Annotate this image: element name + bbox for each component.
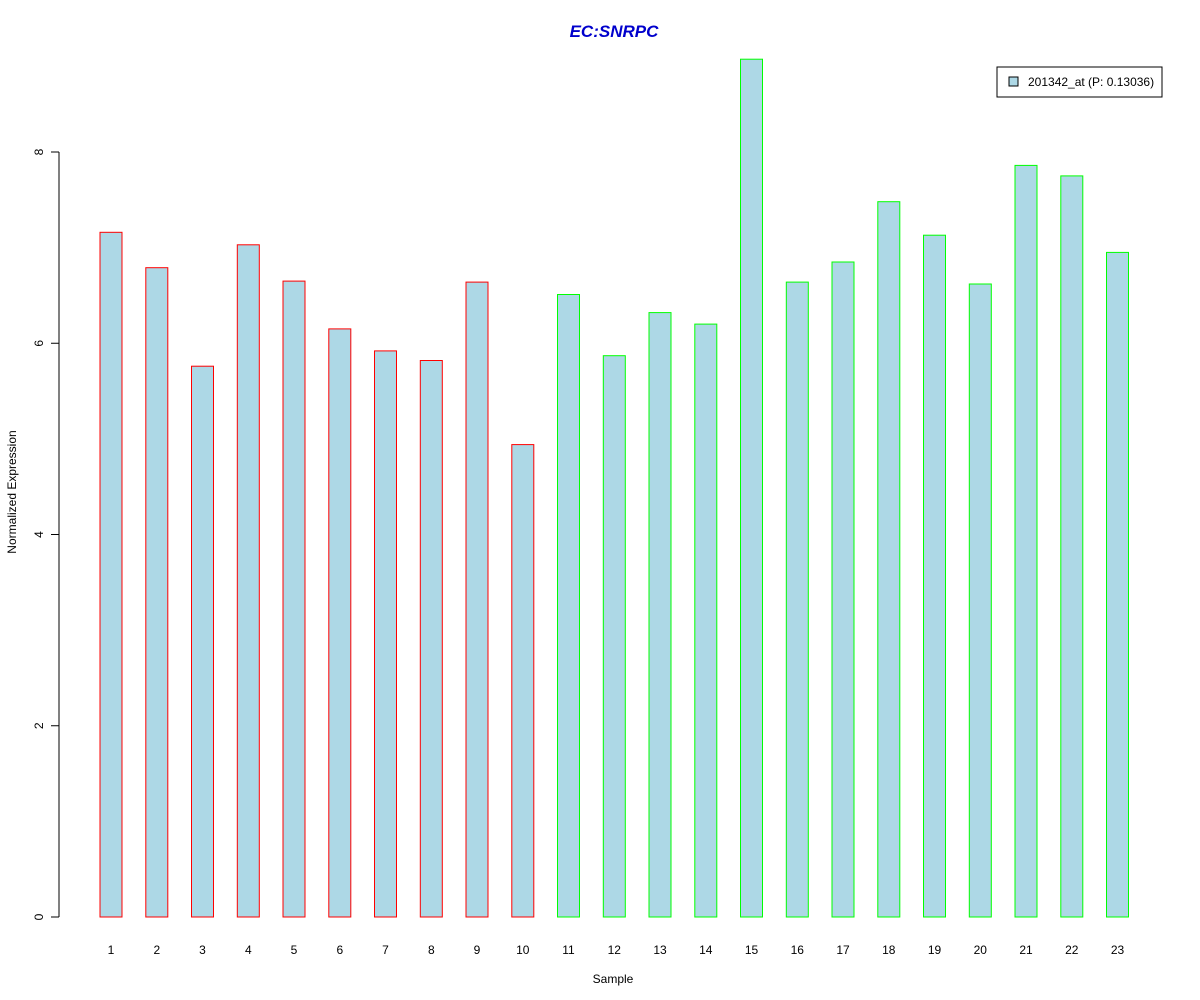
x-tick-label: 18	[882, 943, 896, 957]
x-tick-label: 5	[291, 943, 298, 957]
x-tick-label: 3	[199, 943, 206, 957]
bar-sample-9	[465, 281, 489, 918]
bar-sample-6	[328, 328, 352, 918]
bar-sample-14	[694, 323, 718, 918]
bar-sample-12	[602, 355, 626, 918]
x-tick-label: 22	[1065, 943, 1079, 957]
bar-sample-15	[740, 58, 763, 918]
legend: 201342_at (P: 0.13036)	[996, 66, 1163, 98]
y-tick-label: 8	[32, 148, 46, 155]
x-tick-label: 12	[608, 943, 622, 957]
bar-sample-20	[968, 283, 992, 918]
x-tick-label: 23	[1111, 943, 1125, 957]
y-tick-label: 2	[32, 722, 46, 729]
bar-sample-3	[191, 365, 214, 918]
x-tick-label: 8	[428, 943, 435, 957]
y-axis-title: Normalized Expression	[5, 430, 19, 553]
x-tick-label: 19	[928, 943, 942, 957]
x-tick-label: 13	[653, 943, 667, 957]
bar-sample-17	[831, 261, 855, 918]
x-tick-label: 17	[836, 943, 850, 957]
x-tick-label: 6	[336, 943, 343, 957]
bar-sample-18	[877, 201, 901, 918]
chart-title: EC:SNRPC	[570, 22, 660, 41]
y-axis: 0 2 4 6 8	[32, 148, 60, 920]
x-tick-label: 14	[699, 943, 713, 957]
y-tick-label: 6	[32, 340, 46, 347]
x-tick-label: 2	[153, 943, 160, 957]
x-tick-label: 7	[382, 943, 389, 957]
bar-sample-8	[419, 360, 443, 918]
x-tick-label: 1	[108, 943, 115, 957]
legend-swatch	[1008, 76, 1019, 87]
bar-sample-7	[374, 350, 397, 918]
bar-sample-22	[1060, 175, 1084, 918]
legend-box	[996, 66, 1163, 98]
bar-sample-1	[99, 231, 123, 918]
y-tick-label: 4	[32, 531, 46, 538]
bar-sample-16	[785, 281, 809, 918]
bar-sample-10	[511, 444, 535, 918]
bar-sample-21	[1014, 164, 1038, 918]
x-axis-labels: 1 2 3 4 5 6 7 8 9 10 11 12 13 14 15 16 17 18 19 20 21 22 23	[108, 943, 1125, 957]
x-tick-label: 15	[745, 943, 759, 957]
bar-sample-5	[282, 280, 306, 918]
x-tick-label: 4	[245, 943, 252, 957]
x-axis-title: Sample	[593, 972, 634, 986]
bar-sample-2	[145, 267, 169, 918]
x-tick-label: 21	[1019, 943, 1033, 957]
bars-group	[99, 58, 1129, 918]
bar-sample-23	[1106, 251, 1129, 918]
bar-sample-13	[648, 312, 672, 918]
x-tick-label: 10	[516, 943, 530, 957]
x-tick-label: 16	[791, 943, 805, 957]
x-tick-label: 9	[474, 943, 481, 957]
legend-label: 201342_at (P: 0.13036)	[1028, 75, 1154, 89]
x-tick-label: 11	[562, 943, 575, 957]
y-tick-label: 0	[32, 913, 46, 920]
x-tick-label: 20	[974, 943, 988, 957]
bar-sample-11	[557, 294, 580, 918]
bar-sample-19	[923, 234, 946, 918]
bar-sample-4	[236, 244, 260, 918]
